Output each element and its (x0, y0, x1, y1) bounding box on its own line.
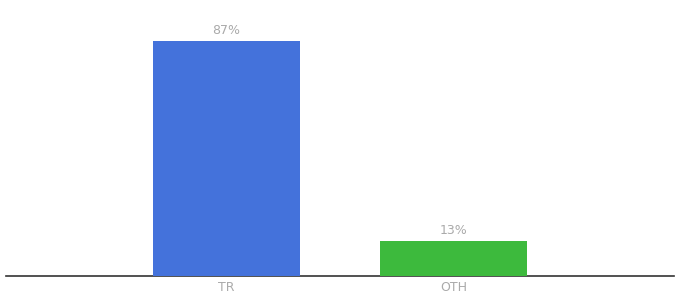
Bar (380, 241, 527, 276)
Bar (153, 41, 300, 276)
Text: 87%: 87% (212, 24, 240, 37)
Text: 13%: 13% (440, 224, 468, 237)
